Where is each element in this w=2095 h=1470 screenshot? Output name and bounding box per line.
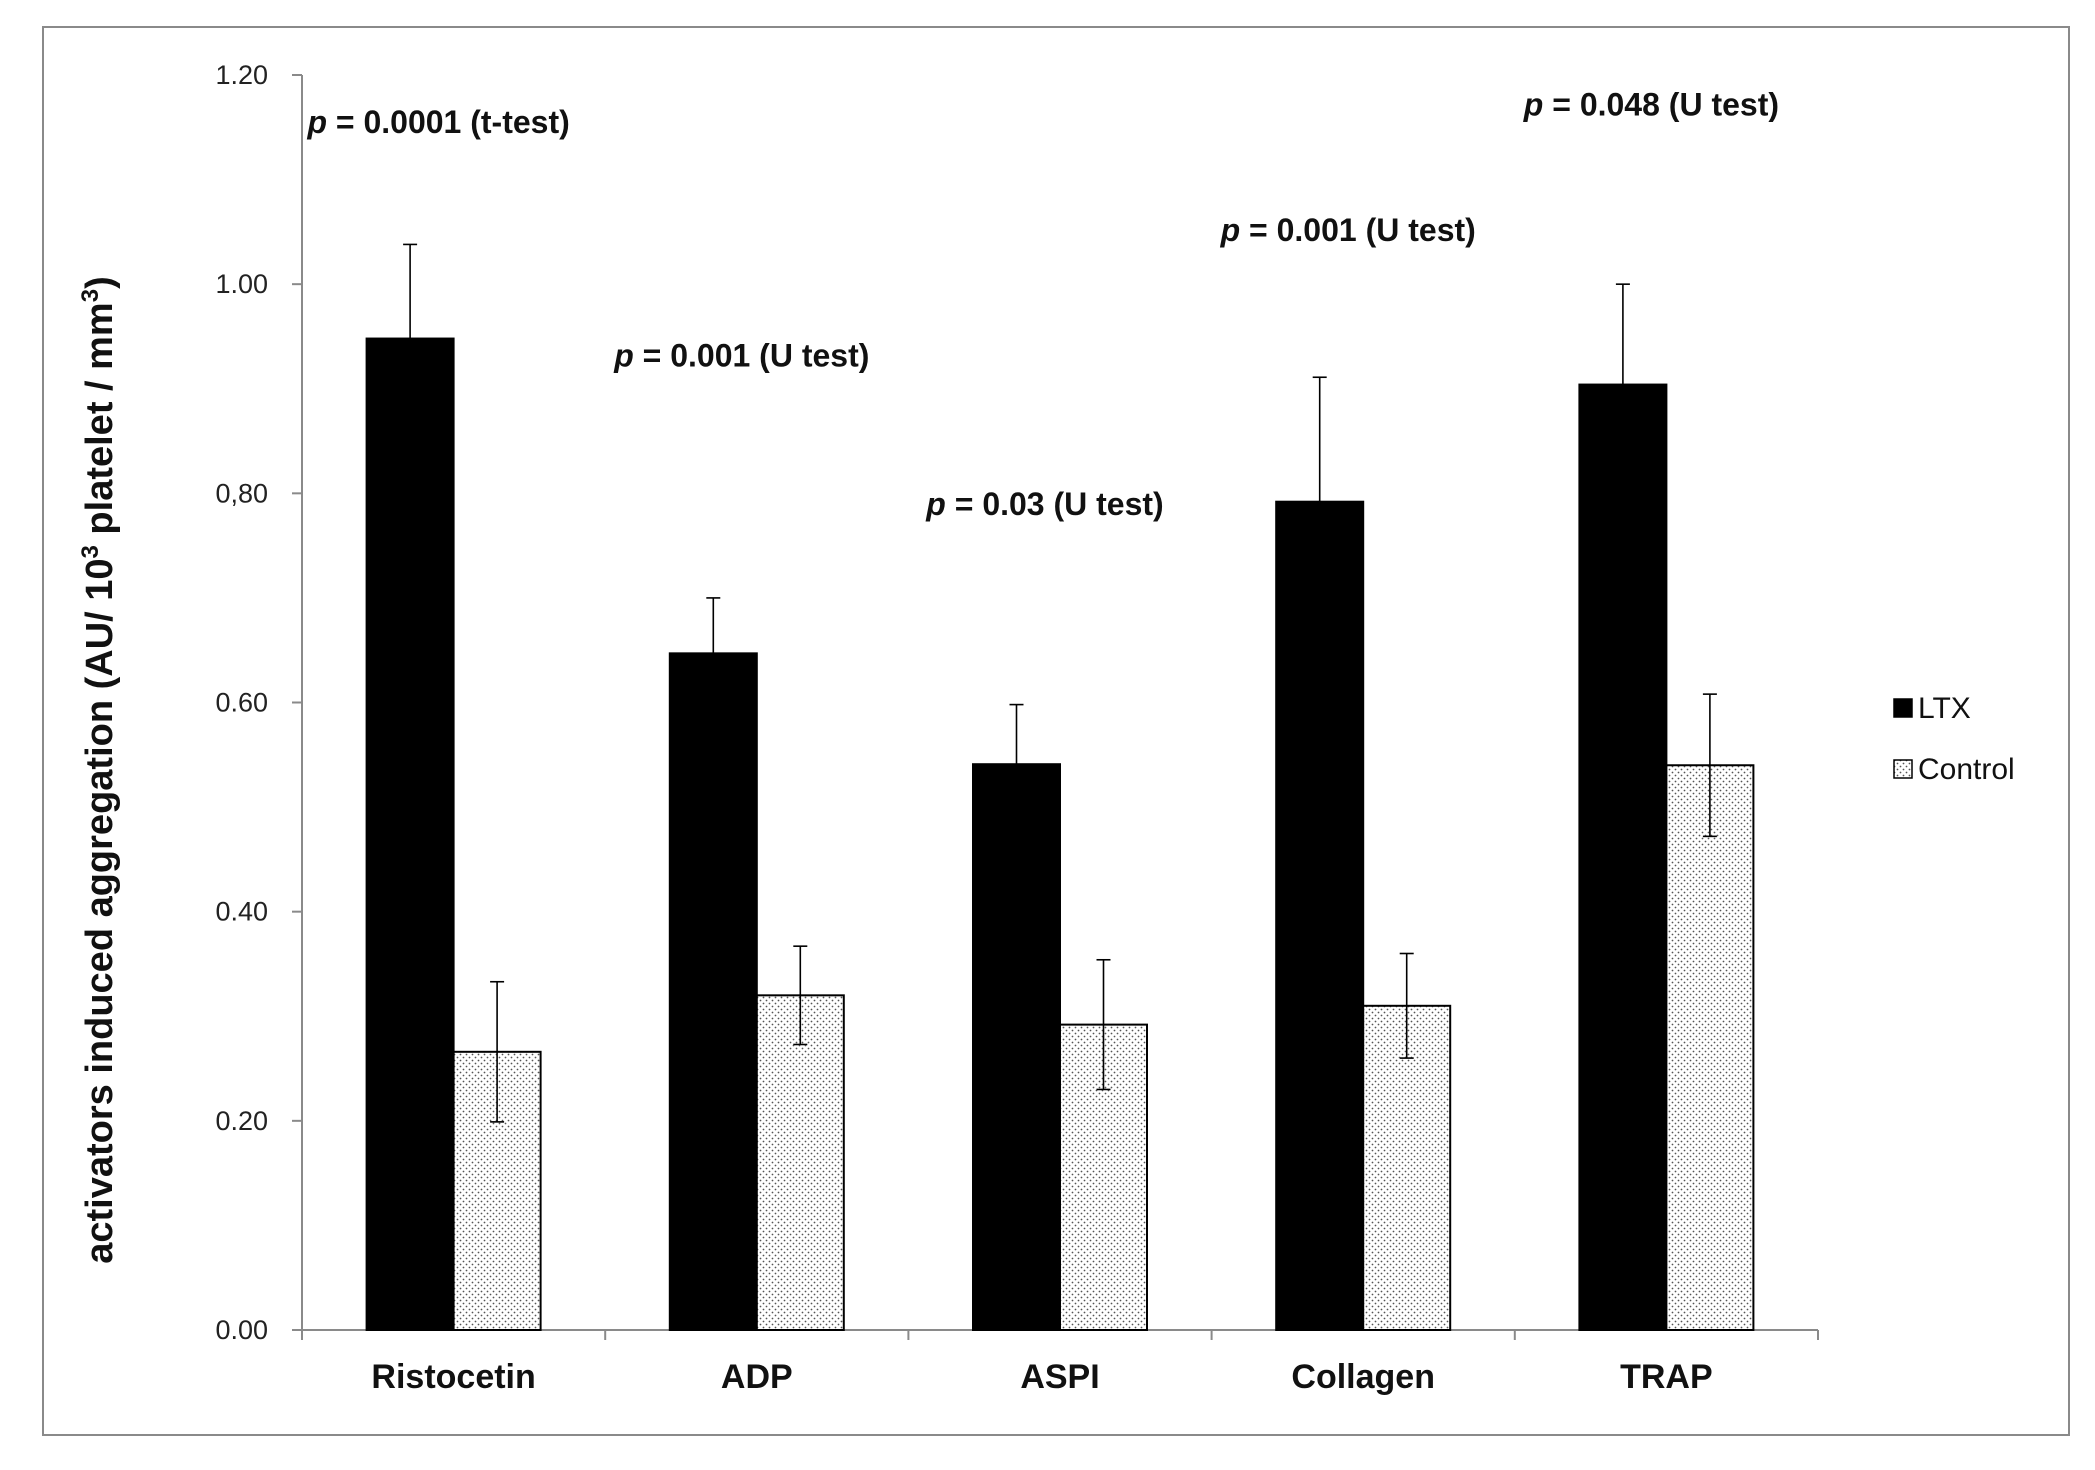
bar-ltx [1276,502,1363,1330]
x-category-label: Collagen [1291,1358,1435,1396]
p-value-annotations: p = 0.0001 (t-test)p = 0.001 (U test)p =… [306,86,1779,522]
p-value-text: = 0.0001 (t-test) [327,104,570,140]
p-value-annotation: p = 0.0001 (t-test) [306,104,569,140]
legend-swatch-control [1894,760,1912,778]
legend-label-ltx: LTX [1918,692,1971,725]
bar-ltx [670,653,757,1330]
legend-label-control: Control [1918,753,2015,786]
bar-ltx [367,339,454,1330]
x-axis: Ristocetin ADP ASPI Collagen TRAP [302,1330,1818,1396]
legend: LTX Control [1894,692,2015,786]
p-symbol: p [925,486,946,522]
y-tick-label: 1.00 [215,269,268,299]
y-tick-label: 0,80 [215,478,268,508]
bar-control [757,995,844,1330]
y-axis-title-sup1: 3 [77,545,104,558]
y-tick-label: 0.00 [215,1315,268,1345]
y-axis-title-middle: platelet / mm [79,302,121,545]
bar-control [1666,765,1753,1330]
p-symbol: p [1220,212,1241,248]
p-symbol: p [613,337,634,373]
y-axis-title-suffix: ) [79,276,121,289]
p-symbol: p [306,104,327,140]
x-category-label: ADP [721,1358,793,1396]
y-tick-label: 0.40 [215,897,268,927]
x-category-label: ASPI [1020,1358,1099,1396]
y-tick-label: 0.20 [215,1106,268,1136]
p-value-text: = 0.001 (U test) [1240,212,1476,248]
p-value-annotation: p = 0.03 (U test) [925,486,1163,522]
p-value-annotation: p = 0.001 (U test) [1220,212,1476,248]
legend-swatch-ltx [1894,699,1912,717]
bar-chart: 0.00 0.20 0.40 0.60 0,80 1.00 1.20 Ristocetin A… [0,0,2095,1470]
bar-ltx [1579,385,1666,1330]
p-value-text: = 0.001 (U test) [634,337,870,373]
y-tick-label: 1.20 [215,60,268,90]
x-category-label: TRAP [1620,1358,1713,1396]
y-tick-label: 0.60 [215,688,268,718]
p-value-text: = 0.03 (U test) [946,486,1164,522]
p-value-annotation: p = 0.048 (U test) [1523,86,1779,122]
y-axis: 0.00 0.20 0.40 0.60 0,80 1.00 1.20 [215,60,302,1345]
x-category-label: Ristocetin [371,1358,535,1396]
bar-ltx [973,764,1060,1330]
y-axis-title-prefix: activators induced aggregation (AU/ 10 [79,558,121,1263]
p-value-annotation: p = 0.001 (U test) [613,337,869,373]
p-value-text: = 0.048 (U test) [1543,86,1779,122]
p-symbol: p [1523,86,1544,122]
y-axis-title: activators induced aggregation (AU/ 103 … [77,276,121,1263]
y-axis-title-sup2: 3 [77,289,104,302]
